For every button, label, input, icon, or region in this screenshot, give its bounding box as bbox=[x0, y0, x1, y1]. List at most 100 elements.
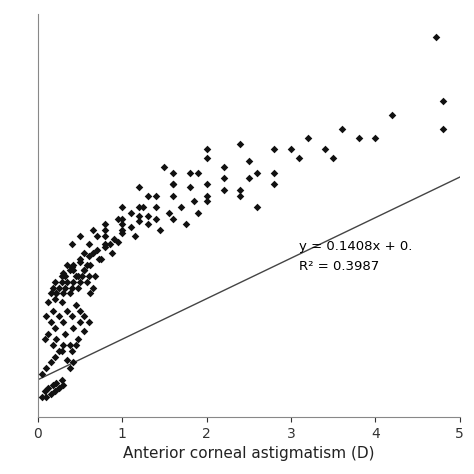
Point bbox=[61, 273, 69, 280]
Point bbox=[76, 319, 84, 326]
Point bbox=[68, 241, 75, 248]
Point bbox=[190, 198, 198, 205]
Point bbox=[81, 266, 88, 274]
Point bbox=[76, 258, 84, 265]
Point bbox=[432, 34, 440, 41]
Text: R² = 0.3987: R² = 0.3987 bbox=[300, 260, 380, 273]
Point bbox=[203, 180, 210, 188]
Point bbox=[72, 301, 80, 309]
Point bbox=[106, 241, 113, 248]
Point bbox=[220, 163, 228, 171]
Point bbox=[44, 298, 52, 306]
Point bbox=[58, 278, 65, 286]
Point bbox=[89, 284, 97, 292]
Point bbox=[53, 290, 60, 297]
Point bbox=[152, 215, 160, 222]
Point bbox=[55, 313, 63, 320]
Point bbox=[144, 220, 151, 228]
Point bbox=[64, 356, 71, 364]
Point bbox=[58, 298, 65, 306]
Point bbox=[97, 255, 105, 263]
Point bbox=[58, 273, 65, 280]
Point bbox=[93, 232, 101, 240]
Point bbox=[95, 255, 102, 263]
Point bbox=[131, 232, 139, 240]
Point bbox=[338, 126, 346, 133]
Point bbox=[169, 180, 177, 188]
Point bbox=[83, 278, 91, 286]
Point bbox=[53, 379, 60, 386]
Point bbox=[114, 215, 122, 222]
Point bbox=[89, 226, 97, 234]
Point bbox=[70, 324, 77, 332]
Point bbox=[61, 284, 69, 292]
Point bbox=[439, 97, 447, 104]
Point bbox=[101, 226, 109, 234]
Point bbox=[53, 336, 60, 343]
Point bbox=[43, 313, 50, 320]
Point bbox=[203, 192, 210, 200]
Point bbox=[51, 295, 59, 303]
Point bbox=[194, 209, 202, 217]
Point bbox=[59, 269, 67, 277]
Point bbox=[161, 163, 168, 171]
Point bbox=[85, 319, 92, 326]
Point bbox=[127, 209, 135, 217]
Point bbox=[43, 365, 50, 372]
Point bbox=[101, 232, 109, 240]
Point bbox=[245, 157, 253, 165]
Point bbox=[86, 261, 94, 268]
Point bbox=[186, 183, 193, 191]
Point bbox=[178, 203, 185, 211]
Point bbox=[270, 169, 278, 176]
Point bbox=[72, 273, 80, 280]
Point bbox=[68, 347, 75, 355]
Point bbox=[109, 249, 116, 257]
Point bbox=[93, 246, 101, 254]
Point bbox=[74, 273, 82, 280]
Point bbox=[38, 393, 46, 401]
Point bbox=[49, 307, 57, 314]
Point bbox=[144, 212, 151, 219]
Point bbox=[152, 192, 160, 200]
Point bbox=[55, 284, 63, 292]
Point bbox=[139, 203, 147, 211]
Point bbox=[86, 290, 94, 297]
Point bbox=[270, 146, 278, 153]
Point bbox=[118, 215, 126, 222]
Point bbox=[58, 347, 65, 355]
Point bbox=[55, 347, 63, 355]
Point bbox=[89, 249, 97, 257]
Point bbox=[47, 290, 55, 297]
Point bbox=[51, 353, 59, 361]
Point bbox=[254, 169, 261, 176]
Point bbox=[70, 278, 77, 286]
Point bbox=[81, 249, 88, 257]
Point bbox=[55, 384, 63, 392]
Point bbox=[296, 155, 303, 162]
Point bbox=[43, 393, 50, 401]
Point bbox=[66, 365, 74, 372]
Point bbox=[114, 238, 122, 246]
Point bbox=[270, 180, 278, 188]
Point bbox=[78, 273, 86, 280]
Point bbox=[329, 155, 337, 162]
Point bbox=[152, 203, 160, 211]
Point bbox=[169, 215, 177, 222]
Point bbox=[51, 324, 59, 332]
Point bbox=[194, 169, 202, 176]
Point bbox=[118, 220, 126, 228]
Point bbox=[101, 244, 109, 251]
Point bbox=[59, 319, 67, 326]
Point bbox=[81, 327, 88, 335]
Point bbox=[53, 290, 60, 297]
Point bbox=[66, 266, 74, 274]
Point bbox=[91, 273, 99, 280]
Point bbox=[81, 313, 88, 320]
Point bbox=[44, 330, 52, 337]
Point bbox=[245, 174, 253, 182]
Point bbox=[101, 241, 109, 248]
Point bbox=[83, 261, 91, 268]
Point bbox=[389, 111, 396, 119]
Point bbox=[85, 252, 92, 260]
